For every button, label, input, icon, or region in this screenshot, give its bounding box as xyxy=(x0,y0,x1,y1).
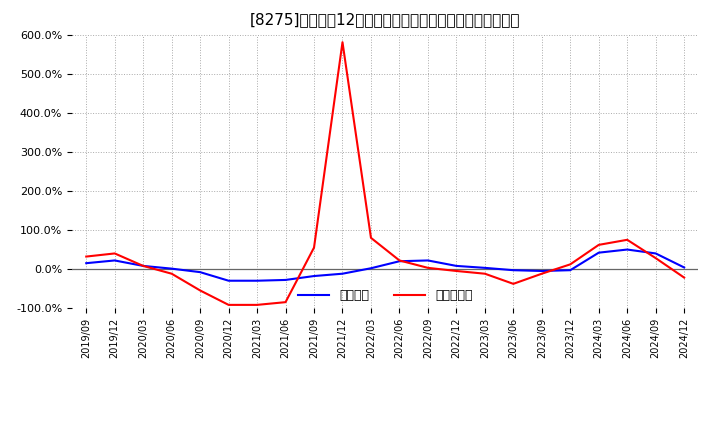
当期純利益 xyxy=(595,242,603,248)
Legend: 経常利益, 当期純利益: 経常利益, 当期純利益 xyxy=(293,284,477,307)
経常利益 xyxy=(623,247,631,252)
当期純利益 xyxy=(652,256,660,261)
当期純利益 xyxy=(253,302,261,308)
経常利益 xyxy=(282,277,290,282)
当期純利益 xyxy=(338,40,347,45)
当期純利益 xyxy=(480,271,489,276)
経常利益 xyxy=(82,260,91,266)
当期純利益 xyxy=(196,288,204,293)
当期純利益 xyxy=(82,254,91,259)
経常利益 xyxy=(566,268,575,273)
当期純利益 xyxy=(623,237,631,242)
経常利益 xyxy=(167,266,176,271)
経常利益 xyxy=(480,265,489,271)
経常利益 xyxy=(139,263,148,268)
当期純利益 xyxy=(537,271,546,276)
経常利益 xyxy=(225,278,233,283)
経常利益 xyxy=(595,250,603,255)
Line: 当期純利益: 当期純利益 xyxy=(86,42,684,305)
経常利益 xyxy=(310,273,318,279)
当期純利益 xyxy=(680,275,688,280)
経常利益 xyxy=(509,268,518,273)
経常利益 xyxy=(452,263,461,268)
経常利益 xyxy=(652,251,660,256)
Line: 経常利益: 経常利益 xyxy=(86,249,684,281)
当期純利益 xyxy=(282,300,290,305)
当期純利益 xyxy=(167,271,176,276)
当期純利益 xyxy=(139,263,148,268)
経常利益 xyxy=(395,259,404,264)
経常利益 xyxy=(338,271,347,276)
経常利益 xyxy=(537,268,546,274)
経常利益 xyxy=(253,278,261,283)
経常利益 xyxy=(196,270,204,275)
当期純利益 xyxy=(110,251,119,256)
経常利益 xyxy=(680,265,688,270)
経常利益 xyxy=(110,258,119,263)
Title: [8275]　利益だ12か月移動合計の対前年同期増減率の推移: [8275] 利益だ12か月移動合計の対前年同期増減率の推移 xyxy=(250,12,521,27)
当期純利益 xyxy=(423,265,432,271)
当期純利益 xyxy=(566,262,575,267)
当期純利益 xyxy=(395,258,404,263)
当期純利益 xyxy=(310,245,318,250)
当期純利益 xyxy=(452,268,461,274)
当期純利益 xyxy=(225,302,233,308)
経常利益 xyxy=(366,266,375,271)
経常利益 xyxy=(423,258,432,263)
当期純利益 xyxy=(366,235,375,241)
当期純利益 xyxy=(509,281,518,286)
